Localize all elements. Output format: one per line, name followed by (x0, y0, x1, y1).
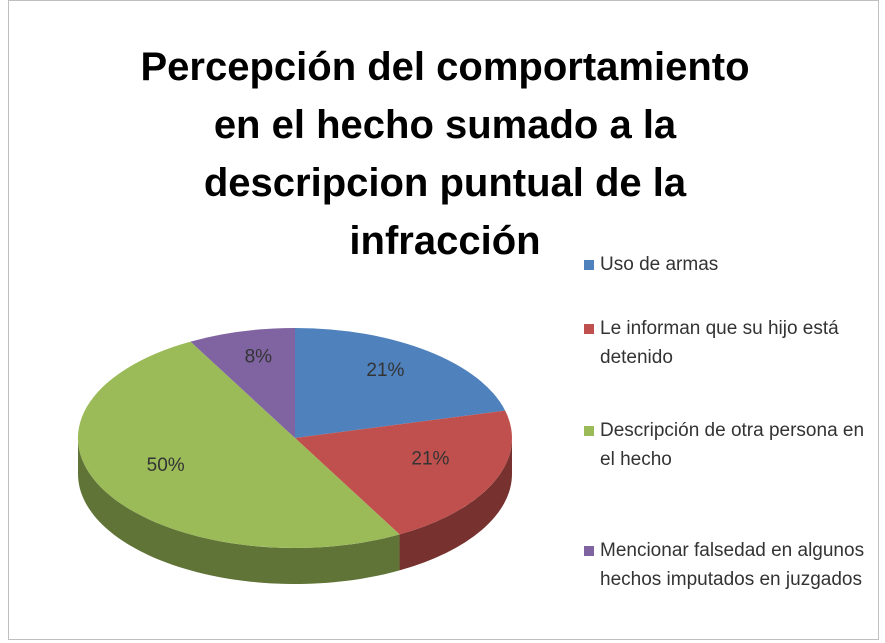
legend: Uso de armas Le informan que su hijo está… (584, 250, 874, 594)
slice-side (399, 438, 512, 571)
chart-title: Percepción del comportamiento en el hech… (140, 45, 750, 263)
legend-label: Descripción de otra persona en el hecho (600, 420, 865, 470)
slice (295, 410, 512, 535)
legend-swatch (584, 260, 594, 270)
legend-entry: Le informan que su hijo está detenido (584, 314, 874, 372)
data-label: 50% (147, 455, 185, 476)
slice (295, 328, 506, 438)
data-label: 21% (366, 360, 404, 381)
legend-label: Mencionar falsedad en algunos hechos imp… (600, 540, 865, 590)
chart-frame (8, 0, 879, 640)
legend-entry: Mencionar falsedad en algunos hechos imp… (584, 536, 874, 594)
slice-side (78, 438, 400, 584)
data-label: 8% (245, 347, 273, 368)
legend-swatch (584, 426, 594, 436)
slice (190, 328, 295, 438)
data-label: 21% (411, 449, 449, 470)
legend-swatch (584, 324, 594, 334)
legend-entry: Uso de armas (584, 250, 874, 279)
slice (77, 341, 400, 549)
legend-label: Uso de armas (600, 254, 719, 275)
legend-label: Le informan que su hijo está detenido (600, 318, 839, 368)
legend-entry: Descripción de otra persona en el hecho (584, 416, 874, 474)
legend-swatch (584, 546, 594, 556)
